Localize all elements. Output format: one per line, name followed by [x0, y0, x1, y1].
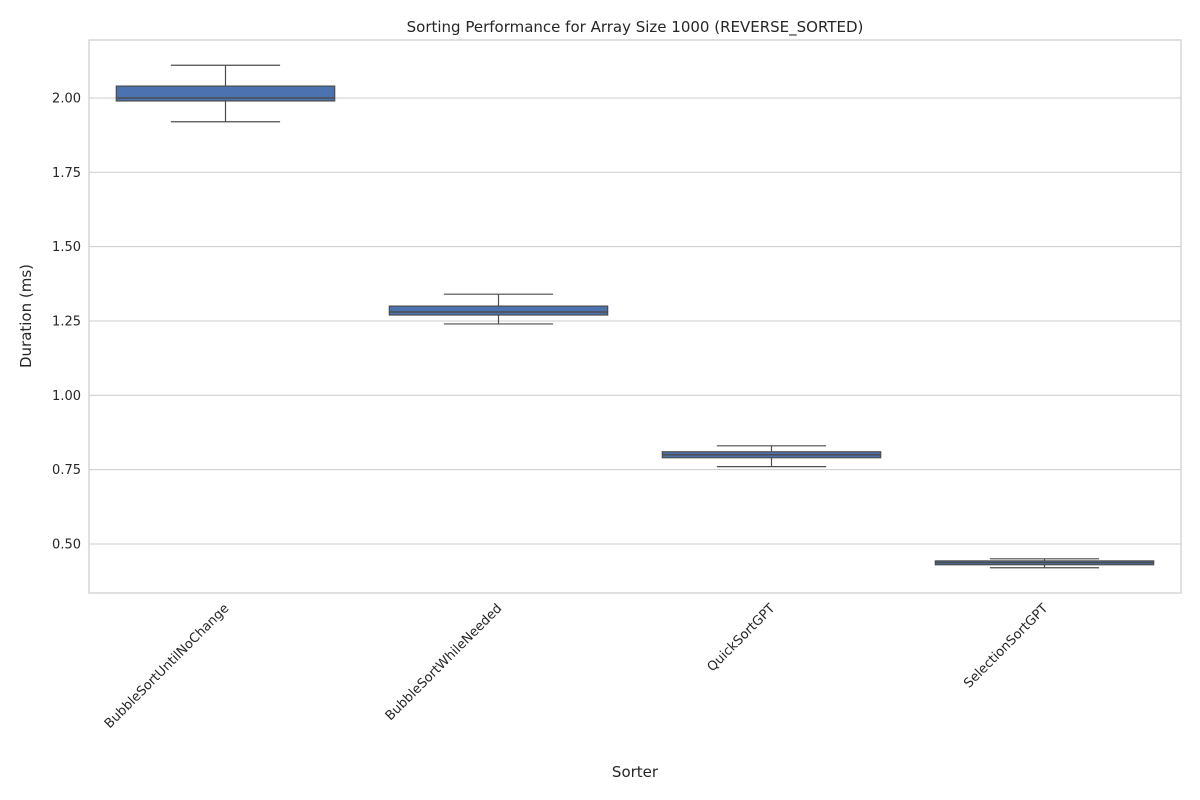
box-BubbleSortUntilNoChange: [115, 64, 336, 123]
x-axis-label: Sorter: [612, 763, 659, 781]
chart-title: Sorting Performance for Array Size 1000 …: [407, 18, 864, 37]
grid-lines: [89, 97, 1181, 545]
iqr-box: [388, 305, 609, 316]
box-BubbleSortWhileNeeded: [388, 293, 609, 325]
y-tick-label: 1.00: [52, 389, 81, 404]
box-SelectionSortGPT: [934, 558, 1155, 569]
y-axis-label: Duration (ms): [17, 264, 35, 368]
boxes: [115, 64, 1155, 569]
x-tick-label: BubbleSortUntilNoChange: [102, 601, 232, 731]
y-tick-label: 0.50: [52, 537, 81, 552]
plot-frame: [88, 39, 1182, 594]
y-tick-label: 2.00: [52, 91, 81, 106]
box-QuickSortGPT: [661, 445, 882, 468]
x-tick-label: BubbleSortWhileNeeded: [383, 601, 506, 724]
y-tick-labels: 0.50 0.75 1.00 1.25 1.50 1.75 2.00: [52, 91, 81, 552]
y-tick-label: 1.75: [52, 166, 81, 181]
y-tick-label: 1.50: [52, 240, 81, 255]
y-tick-label: 0.75: [52, 463, 81, 478]
x-tick-label: SelectionSortGPT: [961, 601, 1051, 691]
x-tick-labels: BubbleSortUntilNoChange BubbleSortWhileNe…: [102, 601, 1051, 731]
x-tick-label: QuickSortGPT: [705, 601, 779, 675]
y-tick-label: 1.25: [52, 314, 81, 329]
